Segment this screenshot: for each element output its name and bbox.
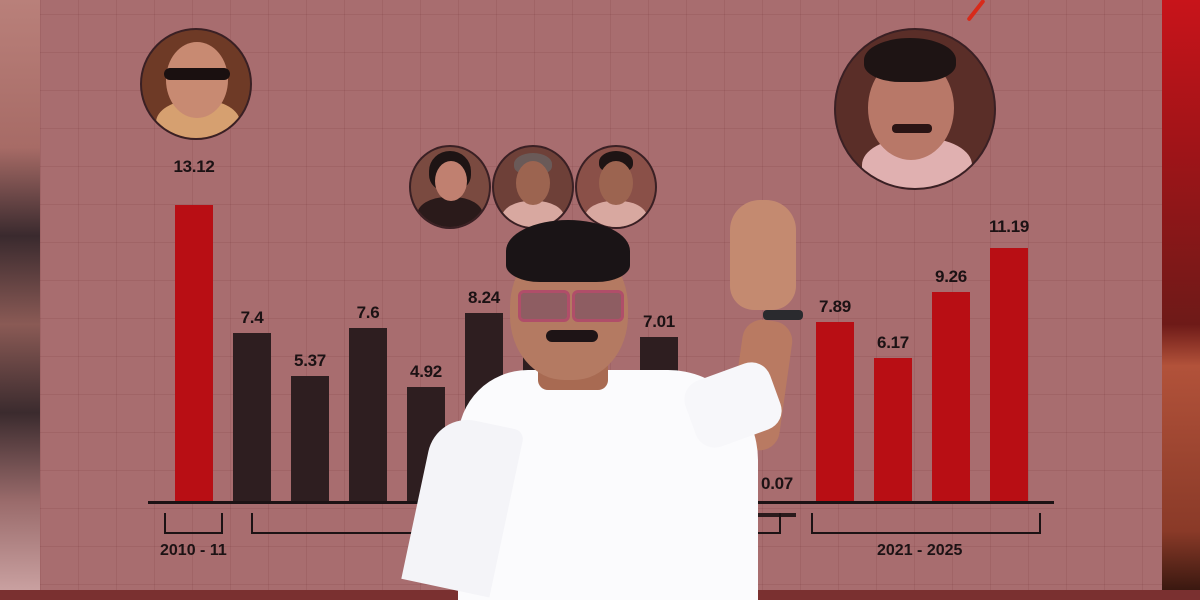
portrait-leader-a: [409, 145, 491, 229]
value-label: 13.12: [173, 157, 215, 176]
portrait-leader-c: [575, 145, 657, 229]
bar-2: [233, 333, 271, 502]
period-bracket-last: [811, 513, 1041, 534]
bar-2024-25: [990, 248, 1028, 502]
portrait-leader-2021: [834, 28, 996, 190]
foreground-person: [401, 200, 818, 600]
period-label-last: 2021 - 2025: [877, 542, 963, 559]
value-label: 6.17: [877, 333, 909, 352]
value-label: 7.01: [643, 312, 675, 331]
value-label: 7.89: [819, 297, 851, 316]
value-label: 7.6: [356, 303, 380, 322]
bar-2021-22: [816, 322, 854, 502]
value-label: 11.19: [988, 217, 1030, 236]
value-label: 5.37: [294, 351, 326, 370]
value-label: 0.07: [761, 474, 793, 493]
value-label: 9.26: [935, 267, 967, 286]
value-label: 8.24: [468, 288, 500, 307]
period-label-first: 2010 - 11: [160, 542, 227, 559]
near-zero-bar-marker: [758, 513, 796, 517]
bar-4: [349, 328, 387, 502]
background-photo-left: [0, 0, 40, 590]
period-bracket-first: [164, 513, 223, 534]
value-label: 4.92: [410, 362, 442, 381]
bar-3: [291, 376, 329, 502]
bar-2010-11: [175, 205, 213, 502]
bar-2023-24: [932, 292, 970, 502]
bar-2022-23: [874, 358, 912, 502]
portrait-leader-2010: [140, 28, 252, 140]
value-label: 7.4: [240, 308, 264, 327]
background-photo-right: [1162, 0, 1200, 590]
portrait-leader-b: [492, 145, 574, 229]
